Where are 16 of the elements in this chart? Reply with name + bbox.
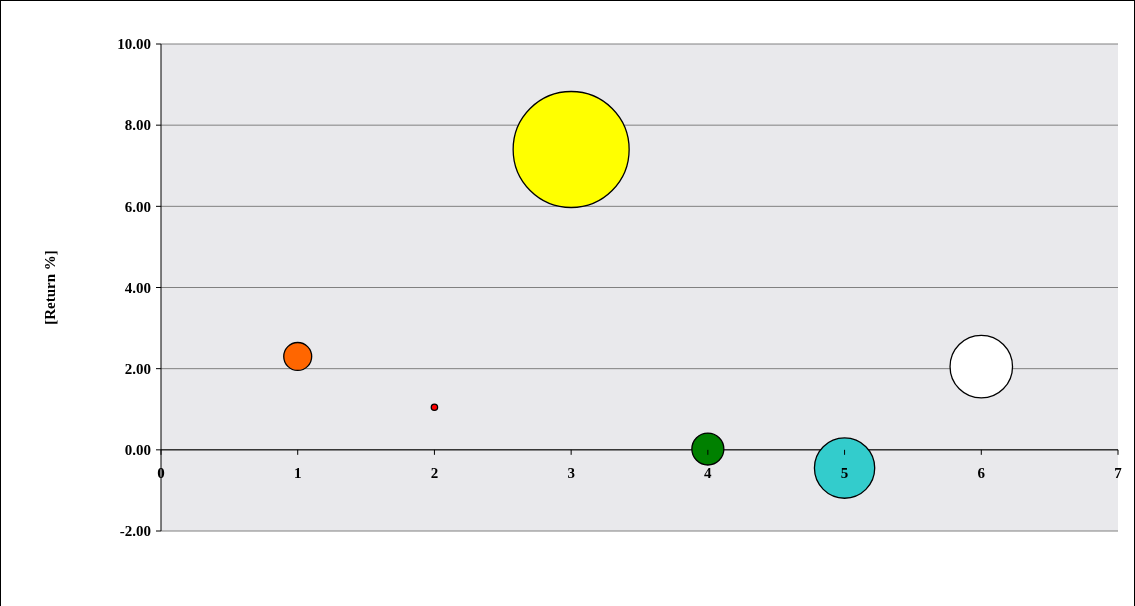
y-tick-label: 6.00 <box>124 198 151 215</box>
x-tick-label: 4 <box>704 464 713 481</box>
y-tick-label: 2.00 <box>124 360 151 377</box>
x-tick-label: 2 <box>430 464 439 481</box>
x-tick-label: 6 <box>977 464 986 481</box>
y-axis-title: [Return %] <box>42 250 58 325</box>
x-tick-label: 5 <box>840 464 849 481</box>
y-tick-label: 4.00 <box>124 279 151 296</box>
y-tick-label: 10.00 <box>117 36 151 53</box>
y-tick-label: 0.00 <box>124 442 151 459</box>
y-tick-label: -2.00 <box>119 523 151 540</box>
x-tick-label: 7 <box>1114 464 1123 481</box>
x-tick-label: 1 <box>293 464 302 481</box>
y-tick-label: 8.00 <box>124 117 151 134</box>
x-tick-label: 0 <box>157 464 165 481</box>
x-tick-label: 3 <box>567 464 575 481</box>
